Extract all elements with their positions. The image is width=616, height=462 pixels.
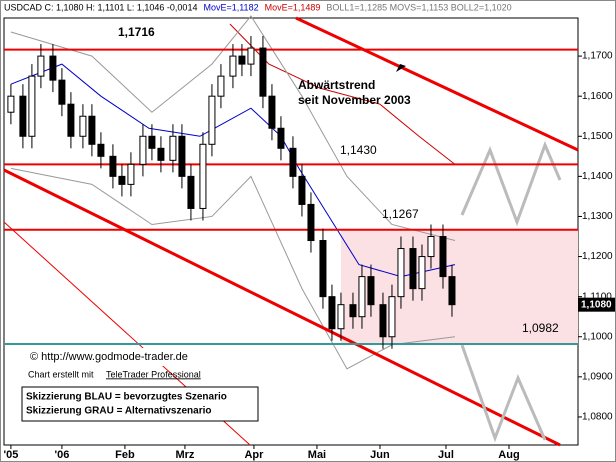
y-tick-label: 1,1600 bbox=[582, 91, 613, 102]
candle-body bbox=[208, 95, 216, 145]
candle-body bbox=[118, 175, 126, 185]
candle-body bbox=[97, 143, 105, 157]
indicator-line bbox=[10, 15, 456, 242]
y-tick-label: 1,1300 bbox=[582, 211, 613, 222]
legend-text: Skizzierung BLAU = bevorzugtes Szenario bbox=[26, 392, 227, 403]
scenario-grey bbox=[460, 140, 562, 227]
candle-body bbox=[388, 296, 396, 338]
candle-body bbox=[448, 276, 456, 306]
candle-body bbox=[349, 304, 357, 318]
scenario-grey bbox=[460, 344, 547, 443]
candle-body bbox=[337, 304, 345, 330]
indicator-line bbox=[10, 167, 456, 370]
candle-body bbox=[127, 163, 135, 185]
x-tick-label: Jun bbox=[370, 449, 390, 461]
candle-body bbox=[28, 75, 36, 137]
candle-body bbox=[319, 240, 327, 298]
y-tick-label: 1,1500 bbox=[582, 131, 613, 142]
candle-body bbox=[397, 248, 405, 298]
candle-body bbox=[109, 155, 117, 177]
legend-text: Skizzierung GRAU = Alternativszenario bbox=[26, 406, 212, 417]
candle-body bbox=[247, 47, 255, 65]
y-tick-label: 1,0900 bbox=[582, 371, 613, 382]
x-tick-label: Jul bbox=[438, 449, 454, 461]
candle-body bbox=[58, 79, 66, 105]
candle-body bbox=[367, 276, 375, 306]
candle-body bbox=[289, 147, 297, 177]
candle-body bbox=[328, 296, 336, 330]
candle-body bbox=[7, 95, 15, 113]
annotation: Abwärtstrend bbox=[298, 78, 375, 92]
candle-body bbox=[409, 248, 417, 290]
candle-body bbox=[19, 95, 27, 137]
level-label: 1,1267 bbox=[382, 207, 419, 221]
legend-box bbox=[21, 386, 259, 422]
candle-body bbox=[217, 75, 225, 97]
header-text: USDCAD C: 1,1080 H: 1,1101 L: 1,1046 -0,… bbox=[4, 2, 197, 12]
candle-body bbox=[229, 55, 237, 77]
header-text: MovE=1,1489 bbox=[265, 2, 321, 12]
candle-body bbox=[379, 304, 387, 338]
credit: Chart erstellt mit bbox=[28, 369, 94, 379]
y-tick-label: 1,1000 bbox=[582, 331, 613, 342]
trend-line bbox=[295, 16, 579, 152]
last-price: 1,1080 bbox=[581, 299, 612, 310]
candle-body bbox=[307, 203, 315, 242]
y-tick-label: 1,1100 bbox=[582, 291, 612, 302]
candle-body bbox=[268, 95, 276, 129]
annotation: seit November 2003 bbox=[298, 93, 411, 107]
last-price-box bbox=[578, 297, 615, 312]
x-tick-label: Mrz bbox=[175, 449, 194, 461]
candle-body bbox=[187, 175, 195, 209]
x-tick-label: Aug bbox=[498, 449, 519, 461]
candle-body bbox=[178, 135, 186, 177]
copyright: © http://www.godmode-trader.de bbox=[30, 351, 188, 363]
candle-body bbox=[199, 143, 207, 209]
candle-body bbox=[169, 135, 177, 161]
level-label: 1,1430 bbox=[340, 143, 377, 157]
copyright-box bbox=[26, 348, 216, 366]
header-text: BOLL1=1,1285 MOVS=1,1153 BOLL2=1,1020 bbox=[326, 2, 511, 12]
trend-line bbox=[3, 168, 561, 447]
candle-body bbox=[49, 55, 57, 81]
candle-body bbox=[427, 236, 435, 258]
candle-body bbox=[88, 115, 96, 145]
level-label: 1,0982 bbox=[522, 321, 559, 335]
candle-body bbox=[277, 127, 285, 149]
candle-body bbox=[439, 236, 447, 278]
arrow bbox=[396, 64, 406, 72]
y-tick-label: 1,1700 bbox=[582, 51, 613, 62]
candle-body bbox=[37, 55, 45, 77]
candle-body bbox=[259, 47, 267, 97]
credit-link: TeleTrader Professional bbox=[106, 369, 201, 379]
candle-body bbox=[139, 135, 147, 165]
x-tick-label: Feb bbox=[115, 449, 135, 461]
y-tick-label: 1,0800 bbox=[582, 412, 613, 423]
candle-body bbox=[238, 55, 246, 65]
y-tick-label: 1,1400 bbox=[582, 171, 613, 182]
x-tick-label: '05 bbox=[3, 449, 18, 461]
y-tick-label: 1,1200 bbox=[582, 251, 613, 262]
candle-body bbox=[157, 147, 165, 161]
header-text: MovE=1,1182 bbox=[203, 2, 258, 12]
candle-body bbox=[67, 103, 75, 137]
level-label: 1,1716 bbox=[118, 25, 155, 39]
candle-body bbox=[358, 276, 366, 318]
candle-body bbox=[148, 135, 156, 149]
indicator-line bbox=[10, 63, 456, 278]
candle-body bbox=[298, 175, 306, 205]
candle-body bbox=[418, 256, 426, 290]
x-tick-label: Apr bbox=[244, 449, 264, 461]
x-tick-label: '06 bbox=[54, 449, 69, 461]
candle-body bbox=[79, 115, 87, 137]
x-tick-label: Mai bbox=[308, 449, 326, 461]
